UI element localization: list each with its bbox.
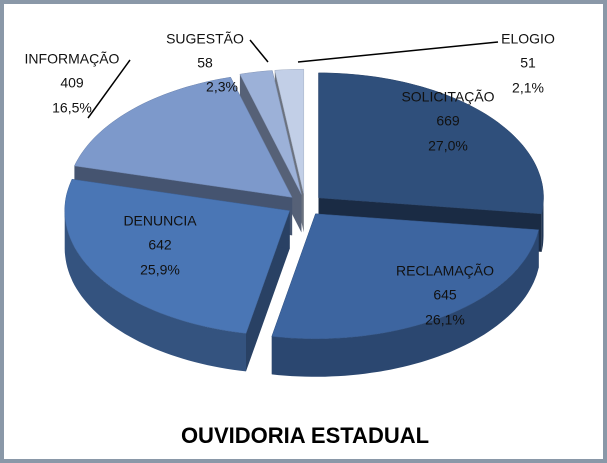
slice: [74, 76, 293, 198]
slice-wall: [64, 210, 246, 372]
slice-wall: [541, 197, 544, 252]
category-label: RECLAMAÇÃO: [396, 263, 494, 279]
category-label: DENUNCIA: [123, 213, 197, 229]
category-label: SOLICITAÇÃO: [401, 89, 494, 105]
category-label: SUGESTÃO: [166, 31, 244, 47]
category-label: INFORMAÇÃO: [25, 51, 120, 67]
category-label: ELOGIO: [501, 31, 555, 47]
chart-title: OUVIDORIA ESTADUAL: [181, 423, 429, 448]
slice-wall: [271, 229, 539, 377]
value-label: 669: [436, 113, 460, 129]
slice: [64, 178, 291, 334]
percent-label: 25,9%: [140, 262, 180, 278]
value-label: 642: [148, 237, 172, 253]
slice-side: [246, 210, 290, 372]
slice: [318, 72, 544, 215]
slice: [274, 68, 305, 195]
percent-label: 27,0%: [428, 138, 468, 154]
percent-label: 26,1%: [425, 312, 465, 328]
value-label: 58: [197, 55, 213, 71]
percent-label: 16,5%: [52, 100, 92, 116]
value-label: 645: [433, 287, 457, 303]
leader-line: [249, 39, 269, 63]
labels: SOLICITAÇÃO 669 27,0% RECLAMAÇÃO 645 26,1% DEN…: [25, 31, 555, 328]
slice: [271, 213, 540, 340]
leader-line: [87, 59, 131, 119]
pie: [64, 68, 544, 377]
slice: [239, 70, 302, 195]
value-label: 51: [520, 55, 536, 71]
value-label: 409: [60, 75, 84, 91]
percent-label: 2,1%: [512, 80, 544, 96]
leader-line: [297, 41, 499, 63]
percent-label: 2,3%: [206, 79, 238, 95]
